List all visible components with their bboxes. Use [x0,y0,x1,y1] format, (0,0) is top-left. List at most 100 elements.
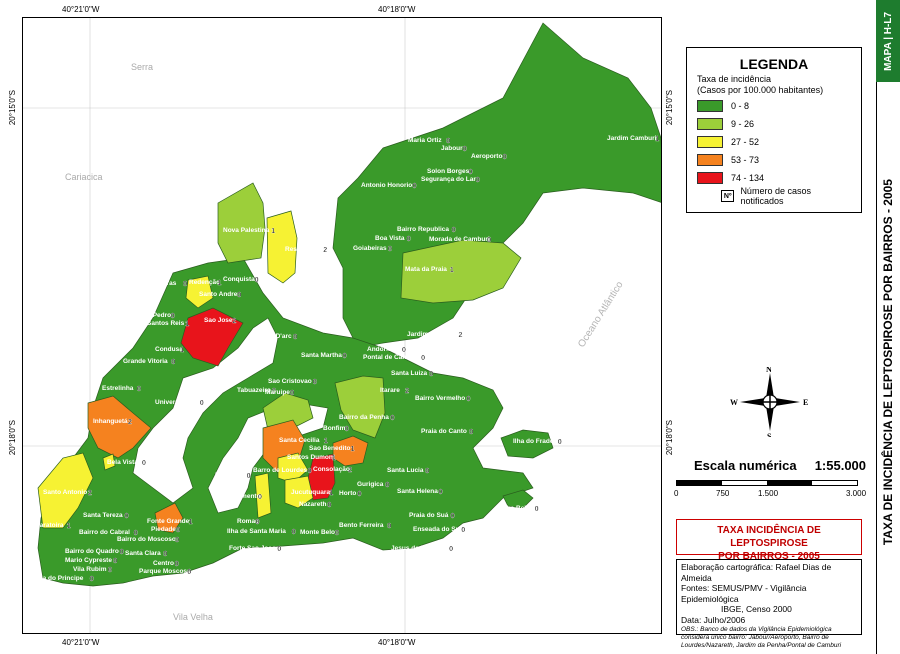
neighborhood-label[interactable]: Maria Ortiz 0 [408,137,450,145]
neighborhood-label[interactable]: Estrelinha 0 [102,385,141,393]
neighborhood-label[interactable]: Ilha de Santa Maria 0 [227,528,296,536]
neighborhood-case-count: 1 [185,321,189,328]
neighborhood-label[interactable]: Jardim da Penha 2 [407,331,463,339]
neighborhood-label[interactable]: Sao Benedito 1 [309,445,355,453]
neighborhood-label[interactable]: Ilha Bela 0 [503,505,539,513]
neighborhood-label[interactable]: Santa Helena 0 [397,488,443,496]
neighborhood-label[interactable]: Maruipe 0 [265,389,294,397]
neighborhood-label[interactable]: Centro 0 [153,560,179,568]
neighborhood-label[interactable]: Bairro da Penha 0 [339,414,395,422]
neighborhood-label[interactable]: Santa Martha 0 [301,352,347,360]
neighborhood-label[interactable]: Santo Antonio 2 [43,489,92,497]
vitoria-map[interactable]: Oceano Atlântico Serra Cariacica Vila Ve… [23,18,662,634]
neighborhood-label[interactable]: Horto 0 [339,490,362,498]
neighborhood-name: Ilha do Principe [35,575,84,582]
neighborhood-name: Bento Ferreira [339,522,384,529]
neighborhood-label[interactable]: Bairro do Cabral 0 [79,529,138,537]
neighborhood-label[interactable]: Conquista 0 [223,276,259,284]
compass-n: N [766,367,772,374]
neighborhood-label[interactable]: Santa Luiza 0 [391,370,433,378]
neighborhood-label[interactable]: Solon Borges 0 [427,168,473,176]
neighborhood-label[interactable]: Bairro do Quadro 0 [65,548,124,556]
neighborhood-case-count: 0 [175,561,179,568]
neighborhood-case-count: 0 [449,546,453,553]
neighborhood-label[interactable]: Nova Palestina 1 [223,227,275,235]
neighborhood-label[interactable]: Tabuazeiro 0 [237,387,276,395]
neighborhood-label[interactable]: Inhanguetá 2 [93,418,132,426]
neighborhood-label[interactable]: Aeroporto 0 [471,153,507,161]
neighborhood-label[interactable]: Mario Cypreste 0 [65,557,117,565]
neighborhood-label[interactable]: Bonfim 0 [323,425,349,433]
neighborhood-label[interactable]: Santo Andre 0 [199,291,241,299]
neighborhood-label[interactable]: Mata da Praia 1 [405,266,454,274]
region-inhangueta [87,395,152,459]
neighborhood-label[interactable]: Bairro Vermelho 0 [415,395,471,403]
neighborhood-name: Boa Vista [375,235,405,242]
neighborhood-label[interactable]: Praia do Suá 0 [409,512,455,520]
neighborhood-label[interactable]: Fonte Grande 1 [147,518,193,526]
neighborhood-label[interactable]: Piedade 0 [151,526,180,534]
neighborhood-label[interactable]: Ilha do Frade 0 [513,438,562,446]
neighborhood-label[interactable]: Vila Rubim 0 [73,566,112,574]
neighborhood-label[interactable]: Nazareth 0 [299,501,332,509]
neighborhood-label[interactable]: Bento Ferreira 0 [339,522,391,530]
neighborhood-label[interactable]: Joana D'arc 0 [255,333,297,341]
neighborhood-label[interactable]: Gurigica 0 [357,481,390,489]
neighborhood-label[interactable]: Antonio Honorio 0 [361,182,417,190]
neighborhood-label[interactable]: Fradinhos 0 [215,472,251,480]
neighborhood-label[interactable]: Resistencia 2 [285,246,327,254]
neighborhood-label[interactable]: Santos Reis 1 [147,320,189,328]
neighborhood-label[interactable]: Segurança do Lar 0 [421,176,480,184]
legend-class-row: 9 - 26 [697,116,851,132]
compass-e: E [803,398,808,407]
neighborhood-label[interactable]: Barro de Lourdes 0 [253,467,312,475]
legend-swatch [697,172,723,184]
neighborhood-label[interactable]: Goiabeiras 0 [353,245,392,253]
neighborhood-label[interactable]: Jucutuquara 1 [291,489,333,497]
region-ilha-do-frade [500,429,554,459]
neighborhood-label[interactable]: Pontal de Camburi 0 [363,354,425,362]
neighborhood-label[interactable]: Grande Vitoria 0 [123,358,175,366]
neighborhood-label[interactable]: Santa Lucia 0 [387,467,429,475]
neighborhood-label[interactable]: Bairro Republica 0 [397,226,456,234]
neighborhood-label[interactable]: Jesus de Nazareth 0 [391,545,453,553]
neighborhood-label[interactable]: Santa Clara 0 [125,550,167,558]
neighborhood-label[interactable]: Forte Sao Joao 0 [229,545,281,553]
neighborhood-label[interactable]: Sao Cristovao 0 [268,378,317,386]
credits-box: Elaboração cartográfica: Rafael Dias de … [676,559,862,649]
neighborhood-label[interactable]: Ilha das Caieiras 0 [125,280,187,288]
legend-swatch [697,136,723,148]
neighborhood-label[interactable]: Monte Belo 0 [300,529,339,537]
neighborhood-name: Fonte Grande [147,518,190,525]
map-frame[interactable]: Oceano Atlântico Serra Cariacica Vila Ve… [22,17,662,634]
neighborhood-label[interactable]: Bairro do Moscoso 0 [117,536,179,544]
neighborhood-label[interactable]: Sao Jose 2 [204,317,237,325]
neighborhood-label[interactable]: Itarare 2 [380,387,409,395]
neighborhood-label[interactable]: Santa Cecilia 1 [279,437,328,445]
scale-label: Escala numérica [694,458,797,473]
neighborhood-name: Bairro da Penha [339,414,389,421]
neighborhood-label[interactable]: Jabour 0 [441,145,467,153]
neighborhood-label[interactable]: Praia do Canto 0 [421,428,473,436]
neighborhood-label[interactable]: Sao Pedro 0 [139,312,175,320]
neighborhood-label[interactable]: Ilha do Principe 0 [35,575,94,583]
neighborhood-label[interactable]: Santa Tereza 0 [83,512,129,520]
neighborhood-label[interactable]: Caratoira 1 [35,522,71,530]
neighborhood-case-count: 0 [407,236,411,243]
neighborhood-label[interactable]: Bela Vista 0 [107,459,146,467]
neighborhood-label[interactable]: Boa Vista 0 [375,235,411,243]
neighborhood-case-count: 0 [171,313,175,320]
legend-subtitle: Taxa de incidência [697,74,772,84]
neighborhood-label[interactable]: Universitario 0 [155,399,204,407]
